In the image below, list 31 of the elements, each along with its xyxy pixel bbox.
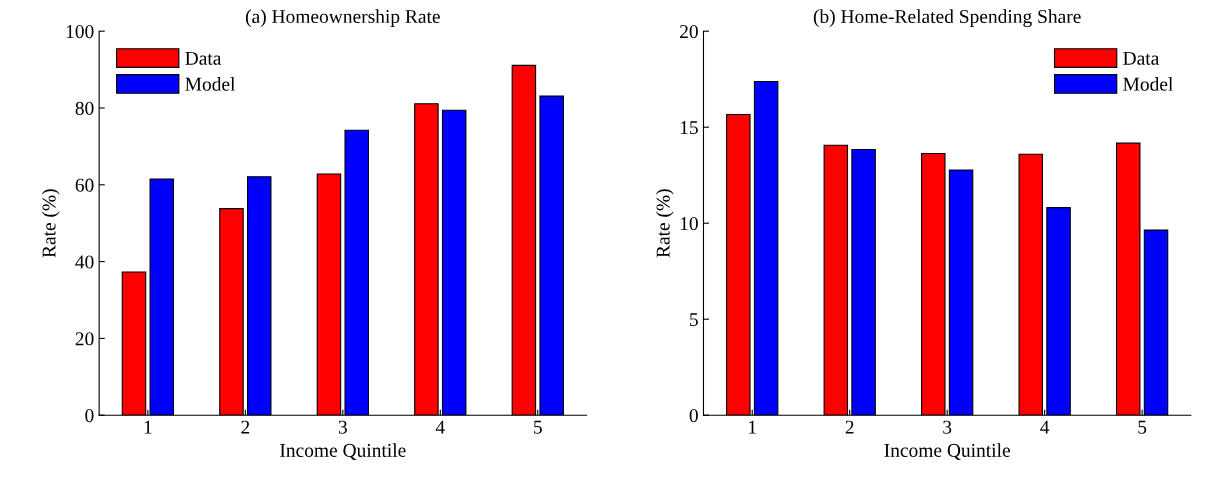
chart-title: (b) Home-Related Spending Share [813, 9, 1081, 28]
y-tick-label: 60 [75, 178, 94, 192]
x-tick-label: 1 [749, 420, 756, 434]
x-tick-label: 5 [534, 420, 542, 434]
x-tick-label: 4 [435, 420, 445, 434]
x-tick-label: 1 [144, 420, 152, 434]
x-tick-label: 5 [1138, 420, 1147, 434]
x-tick-label: 3 [338, 420, 347, 434]
y-tick-label: 80 [75, 101, 94, 115]
legend-label: Model [1123, 77, 1173, 91]
y-tick-label: 40 [75, 255, 94, 269]
x-tick-label: 2 [845, 420, 854, 434]
legend-label: Data [185, 51, 222, 65]
y-tick-label: 100 [66, 25, 94, 39]
y-tick-label: 5 [690, 313, 698, 327]
y-tick-label: 10 [680, 217, 698, 231]
y-tick-label: 20 [75, 332, 94, 346]
x-tick-label: 3 [943, 420, 952, 434]
y-axis-title: Rate (%) [655, 189, 674, 258]
legend-label: Data [1123, 51, 1160, 65]
y-tick-label: 0 [85, 409, 94, 423]
x-axis-title: Income Quintile [884, 443, 1010, 460]
x-axis-title: Income Quintile [280, 443, 406, 460]
y-tick-label: 20 [680, 25, 698, 39]
y-tick-label: 0 [689, 409, 698, 423]
legend-label: Model [185, 77, 236, 91]
y-tick-label: 15 [680, 121, 698, 135]
x-tick-label: 4 [1040, 420, 1050, 434]
x-tick-label: 2 [241, 420, 250, 434]
y-axis-title: Rate (%) [41, 189, 60, 258]
chart-title: (a) Homeownership Rate [245, 9, 440, 28]
